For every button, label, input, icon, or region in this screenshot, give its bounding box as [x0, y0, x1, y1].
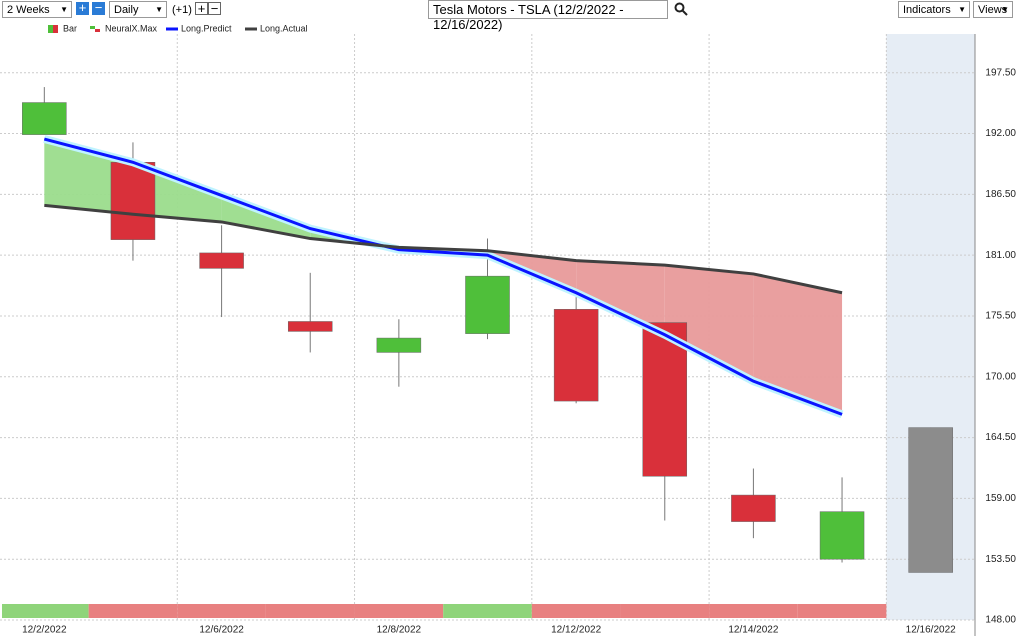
candle-body [287, 321, 333, 332]
signal-strip [2, 604, 89, 618]
legend-icon [48, 25, 53, 33]
chart: 148.00 153.50 159.00 164.50 170.00 175.50 181.… [0, 23, 1016, 636]
candle-body [465, 275, 510, 334]
views-select[interactable]: Views [973, 1, 1013, 18]
y-tick-label: 181.00 [985, 250, 1016, 261]
line [43, 137, 843, 416]
legend-label: Bar [63, 23, 77, 33]
y-tick-label: 148.00 [985, 615, 1016, 626]
candle-body [819, 511, 865, 560]
spread-fill [664, 265, 754, 382]
signal-strip [177, 604, 266, 618]
candle-body [22, 102, 67, 135]
spread-fill [576, 260, 665, 335]
plus-button-2[interactable]: + [195, 2, 208, 15]
line [44, 203, 843, 295]
y-tick-label: 153.50 [985, 554, 1016, 565]
signal-strip [354, 604, 444, 618]
candle-body [908, 427, 953, 573]
signal-strip [709, 604, 798, 618]
x-tick-label: 12/12/2022 [551, 625, 601, 636]
signal-strip [443, 604, 532, 618]
y-tick-label: 186.50 [985, 189, 1016, 200]
x-tick-label: 12/2/2022 [22, 625, 67, 636]
period-select[interactable]: 2 Weeks [2, 1, 72, 18]
candle-body [199, 252, 244, 269]
candle-body [642, 322, 688, 477]
x-tick-label: 12/8/2022 [377, 625, 422, 636]
signal-strip [88, 604, 178, 618]
legend-icon [90, 26, 95, 29]
y-tick-label: 164.50 [985, 432, 1016, 443]
legend-label: Long.Predict [181, 23, 232, 33]
legend-icon [95, 29, 100, 32]
y-tick-label: 192.00 [985, 128, 1016, 139]
y-tick-label: 197.50 [985, 67, 1016, 78]
signal-strip [797, 604, 887, 618]
plus-button[interactable]: + [76, 1, 89, 15]
minus-button[interactable]: − [92, 1, 105, 15]
candle-body [376, 337, 422, 353]
offset: (+1) [172, 4, 192, 16]
spread-fill [753, 273, 843, 415]
signal-strip [620, 604, 710, 618]
x-tick-label: 12/16/2022 [906, 625, 956, 636]
minus-button-2[interactable]: − [208, 2, 221, 15]
legend-icon [53, 25, 58, 33]
signal-strip [265, 604, 355, 618]
candle-body [731, 494, 776, 522]
symbol-box[interactable]: Tesla Motors - TSLA (12/2/2022 - 12/16/2… [428, 0, 668, 32]
candle-body [553, 309, 599, 402]
x-tick-label: 12/14/2022 [728, 625, 778, 636]
signal-strip [531, 604, 621, 618]
indicators-select[interactable]: Indicators [898, 1, 970, 18]
candle-body [110, 162, 156, 240]
search-icon[interactable] [674, 2, 688, 16]
interval-select[interactable]: Daily [109, 1, 167, 18]
x-tick-label: 12/6/2022 [199, 625, 244, 636]
y-tick-label: 159.00 [985, 493, 1016, 504]
legend-label: NeuralX.Max [105, 23, 158, 33]
legend-label: Long.Actual [260, 23, 308, 33]
y-tick-label: 170.00 [985, 371, 1016, 382]
y-tick-label: 175.50 [985, 311, 1016, 322]
